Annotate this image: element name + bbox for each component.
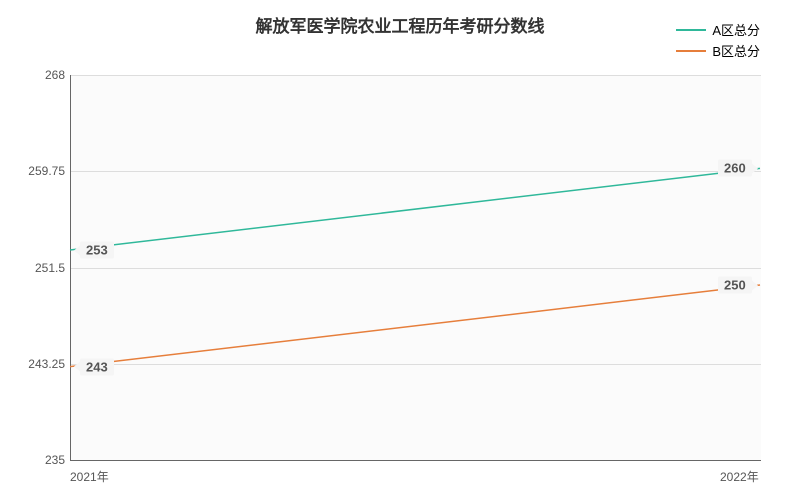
chart-title: 解放军医学院农业工程历年考研分数线: [256, 12, 545, 37]
series-line-1: [70, 285, 760, 367]
chart-lines: [70, 75, 760, 460]
y-tick-label: 259.75: [28, 164, 65, 178]
legend-item-b: B区总分: [676, 41, 760, 60]
y-tick-label: 243.25: [28, 357, 65, 371]
data-label: 243: [80, 358, 114, 375]
data-label: 250: [718, 277, 752, 294]
series-line-0: [70, 168, 760, 250]
data-label: 253: [80, 242, 114, 259]
x-tick-label: 2021年: [70, 468, 109, 485]
legend: A区总分 B区总分: [676, 20, 760, 62]
legend-label-a: A区总分: [712, 20, 760, 39]
chart-container: 解放军医学院农业工程历年考研分数线 A区总分 B区总分 235 243.25 251…: [0, 0, 800, 500]
y-tick-label: 235: [45, 453, 65, 467]
data-label: 260: [718, 160, 752, 177]
legend-label-b: B区总分: [712, 41, 760, 60]
x-tick-label: 2022年: [720, 468, 759, 485]
legend-swatch-a: [676, 29, 706, 31]
legend-item-a: A区总分: [676, 20, 760, 39]
y-tick-label: 251.5: [35, 261, 65, 275]
y-tick-label: 268: [45, 68, 65, 82]
legend-swatch-b: [676, 50, 706, 52]
